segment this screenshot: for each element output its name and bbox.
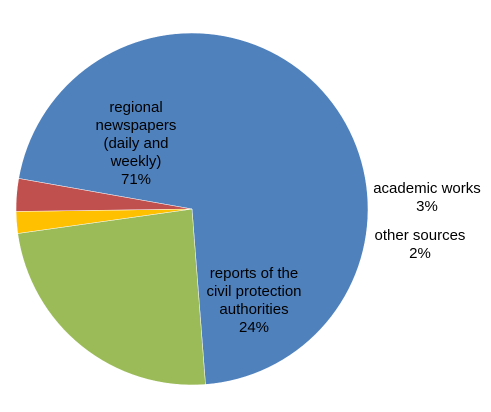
slice-label-line: other sources (375, 227, 466, 244)
slice-percent-label: 24% (239, 319, 269, 336)
slice-label-line: authorities (219, 301, 288, 318)
pie-slice-3 (15, 178, 193, 212)
slice-percent-label: 71% (121, 171, 151, 188)
slice-label-line: reports of the (210, 265, 298, 282)
slices-layer (15, 32, 369, 386)
slice-label-line: weekly) (110, 153, 162, 170)
slice-label-2: other sources 2% (375, 227, 466, 262)
labels-layer: regional newspapers (daily and weekly) 71%re… (96, 99, 481, 336)
pie-slice-1 (17, 208, 206, 386)
slice-label-3: academic works 3% (373, 180, 481, 215)
slice-label-line: (daily and (103, 135, 168, 152)
slice-label-line: newspapers (96, 117, 177, 134)
slice-label-line: civil protection (206, 283, 301, 300)
slice-label-0: regional newspapers (daily and weekly) 71% (96, 99, 177, 188)
slice-label-line: academic works (373, 180, 481, 197)
slice-label-line: regional (109, 99, 162, 116)
slice-percent-label: 3% (416, 198, 438, 215)
slice-label-1: reports of the civil protection authoritie… (206, 265, 301, 336)
slice-percent-label: 2% (409, 245, 431, 262)
pie-slice-0 (18, 32, 369, 385)
